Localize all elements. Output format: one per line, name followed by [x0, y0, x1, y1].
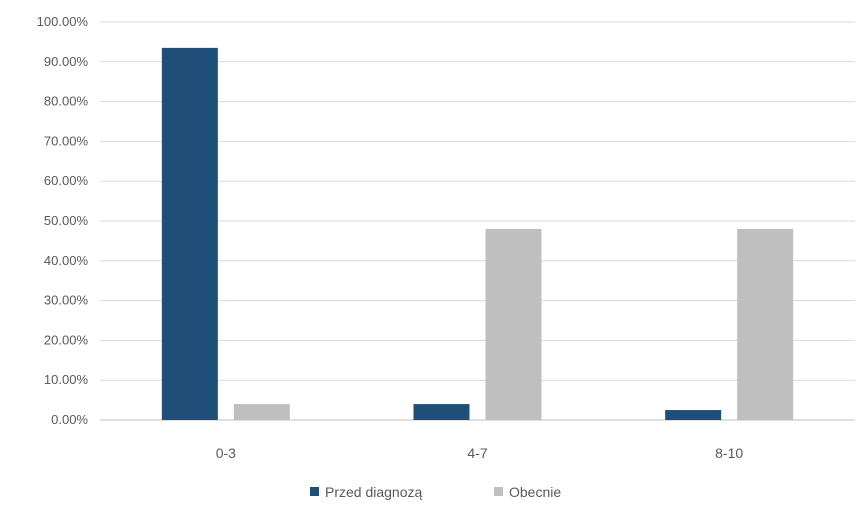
bar-obecnie-4-7: [485, 228, 542, 420]
legend-swatch-przed-diagnoza: [310, 487, 319, 496]
x-tick-label: 8-10: [715, 445, 743, 461]
y-tick-label: 20.00%: [44, 332, 89, 347]
bar-przed-diagnoza-8-10: [665, 410, 722, 420]
x-tick-label: 0-3: [216, 445, 236, 461]
x-tick-label: 4-7: [467, 445, 487, 461]
legend-label-obecnie: Obecnie: [509, 484, 561, 500]
y-tick-label: 80.00%: [44, 94, 89, 109]
y-tick-label: 40.00%: [44, 253, 89, 268]
legend-label-przed-diagnoza: Przed diagnozą: [325, 484, 423, 500]
legend: Przed diagnozą Obecnie: [310, 484, 561, 500]
bar-przed-diagnoza-0-3: [161, 47, 218, 421]
bar-obecnie-0-3: [233, 404, 290, 420]
bars: [161, 47, 794, 421]
bar-przed-diagnoza-4-7: [413, 404, 470, 420]
gridlines: [100, 21, 855, 421]
y-tick-label: 90.00%: [44, 54, 89, 69]
y-tick-label: 60.00%: [44, 173, 89, 188]
y-tick-label: 0.00%: [51, 412, 88, 427]
y-tick-label: 50.00%: [44, 213, 89, 228]
legend-swatch-obecnie: [494, 487, 503, 496]
y-tick-label: 70.00%: [44, 133, 89, 148]
bar-obecnie-8-10: [737, 228, 794, 420]
x-axis-ticks: 0-3 4-7 8-10: [216, 445, 744, 461]
y-tick-label: 30.00%: [44, 293, 89, 308]
y-tick-label: 100.00%: [37, 14, 89, 29]
y-tick-label: 10.00%: [44, 372, 89, 387]
y-axis-ticks: 0.00% 10.00% 20.00% 30.00% 40.00% 50.00% 60.00…: [37, 14, 89, 427]
